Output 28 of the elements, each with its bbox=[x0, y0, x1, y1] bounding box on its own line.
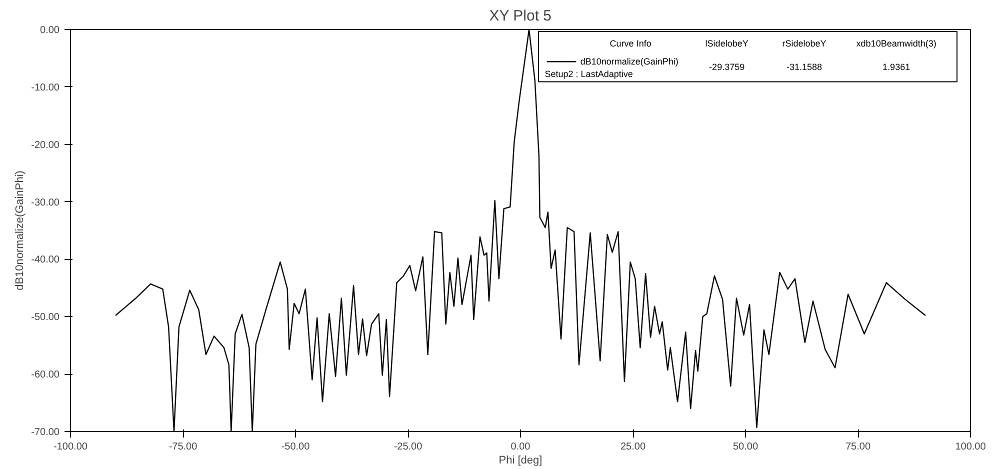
x-tick-label: 50.00 bbox=[732, 442, 758, 452]
x-tick-label: -75.00 bbox=[168, 442, 198, 452]
x-tick-label: -50.00 bbox=[281, 442, 310, 452]
x-tick-label: -25.00 bbox=[394, 442, 423, 452]
annotation: -31.1588 bbox=[786, 62, 822, 72]
annotation: xdb10Beamwidth(3) bbox=[856, 38, 936, 49]
x-tick-label: 75.00 bbox=[845, 442, 871, 452]
annotation: rSidelobeY bbox=[782, 38, 826, 49]
annotation: lSidelobeY bbox=[705, 38, 748, 49]
annotation: 1.9361 bbox=[882, 62, 910, 72]
y-axis-title: dB10normalize(GainPhi) bbox=[14, 170, 26, 290]
annotation: Curve Info bbox=[610, 38, 652, 49]
x-tick-label: 25.00 bbox=[620, 442, 646, 452]
y-tick-label: -30.00 bbox=[31, 197, 60, 208]
x-axis-title: Phi [deg] bbox=[498, 454, 542, 466]
y-tick-label: -10.00 bbox=[31, 82, 60, 94]
y-tick-label: 0.00 bbox=[40, 25, 60, 36]
y-tick-label: -40.00 bbox=[31, 254, 60, 266]
y-tick-label: -60.00 bbox=[31, 370, 60, 381]
y-tick-label: -70.00 bbox=[31, 427, 60, 438]
legend-label: dB10normalize(GainPhi) Setup2 : LastAdaptive bbox=[544, 56, 678, 80]
x-tick-label: 0.00 bbox=[510, 442, 531, 452]
annotation: -29.3759 bbox=[709, 62, 745, 72]
y-tick-label: -50.00 bbox=[31, 312, 60, 324]
x-tick-label: -100.00 bbox=[54, 442, 88, 452]
x-tick-label: 100.00 bbox=[955, 442, 986, 452]
chart-title: XY Plot 5 bbox=[489, 8, 552, 24]
y-tick-label: -20.00 bbox=[31, 140, 60, 151]
